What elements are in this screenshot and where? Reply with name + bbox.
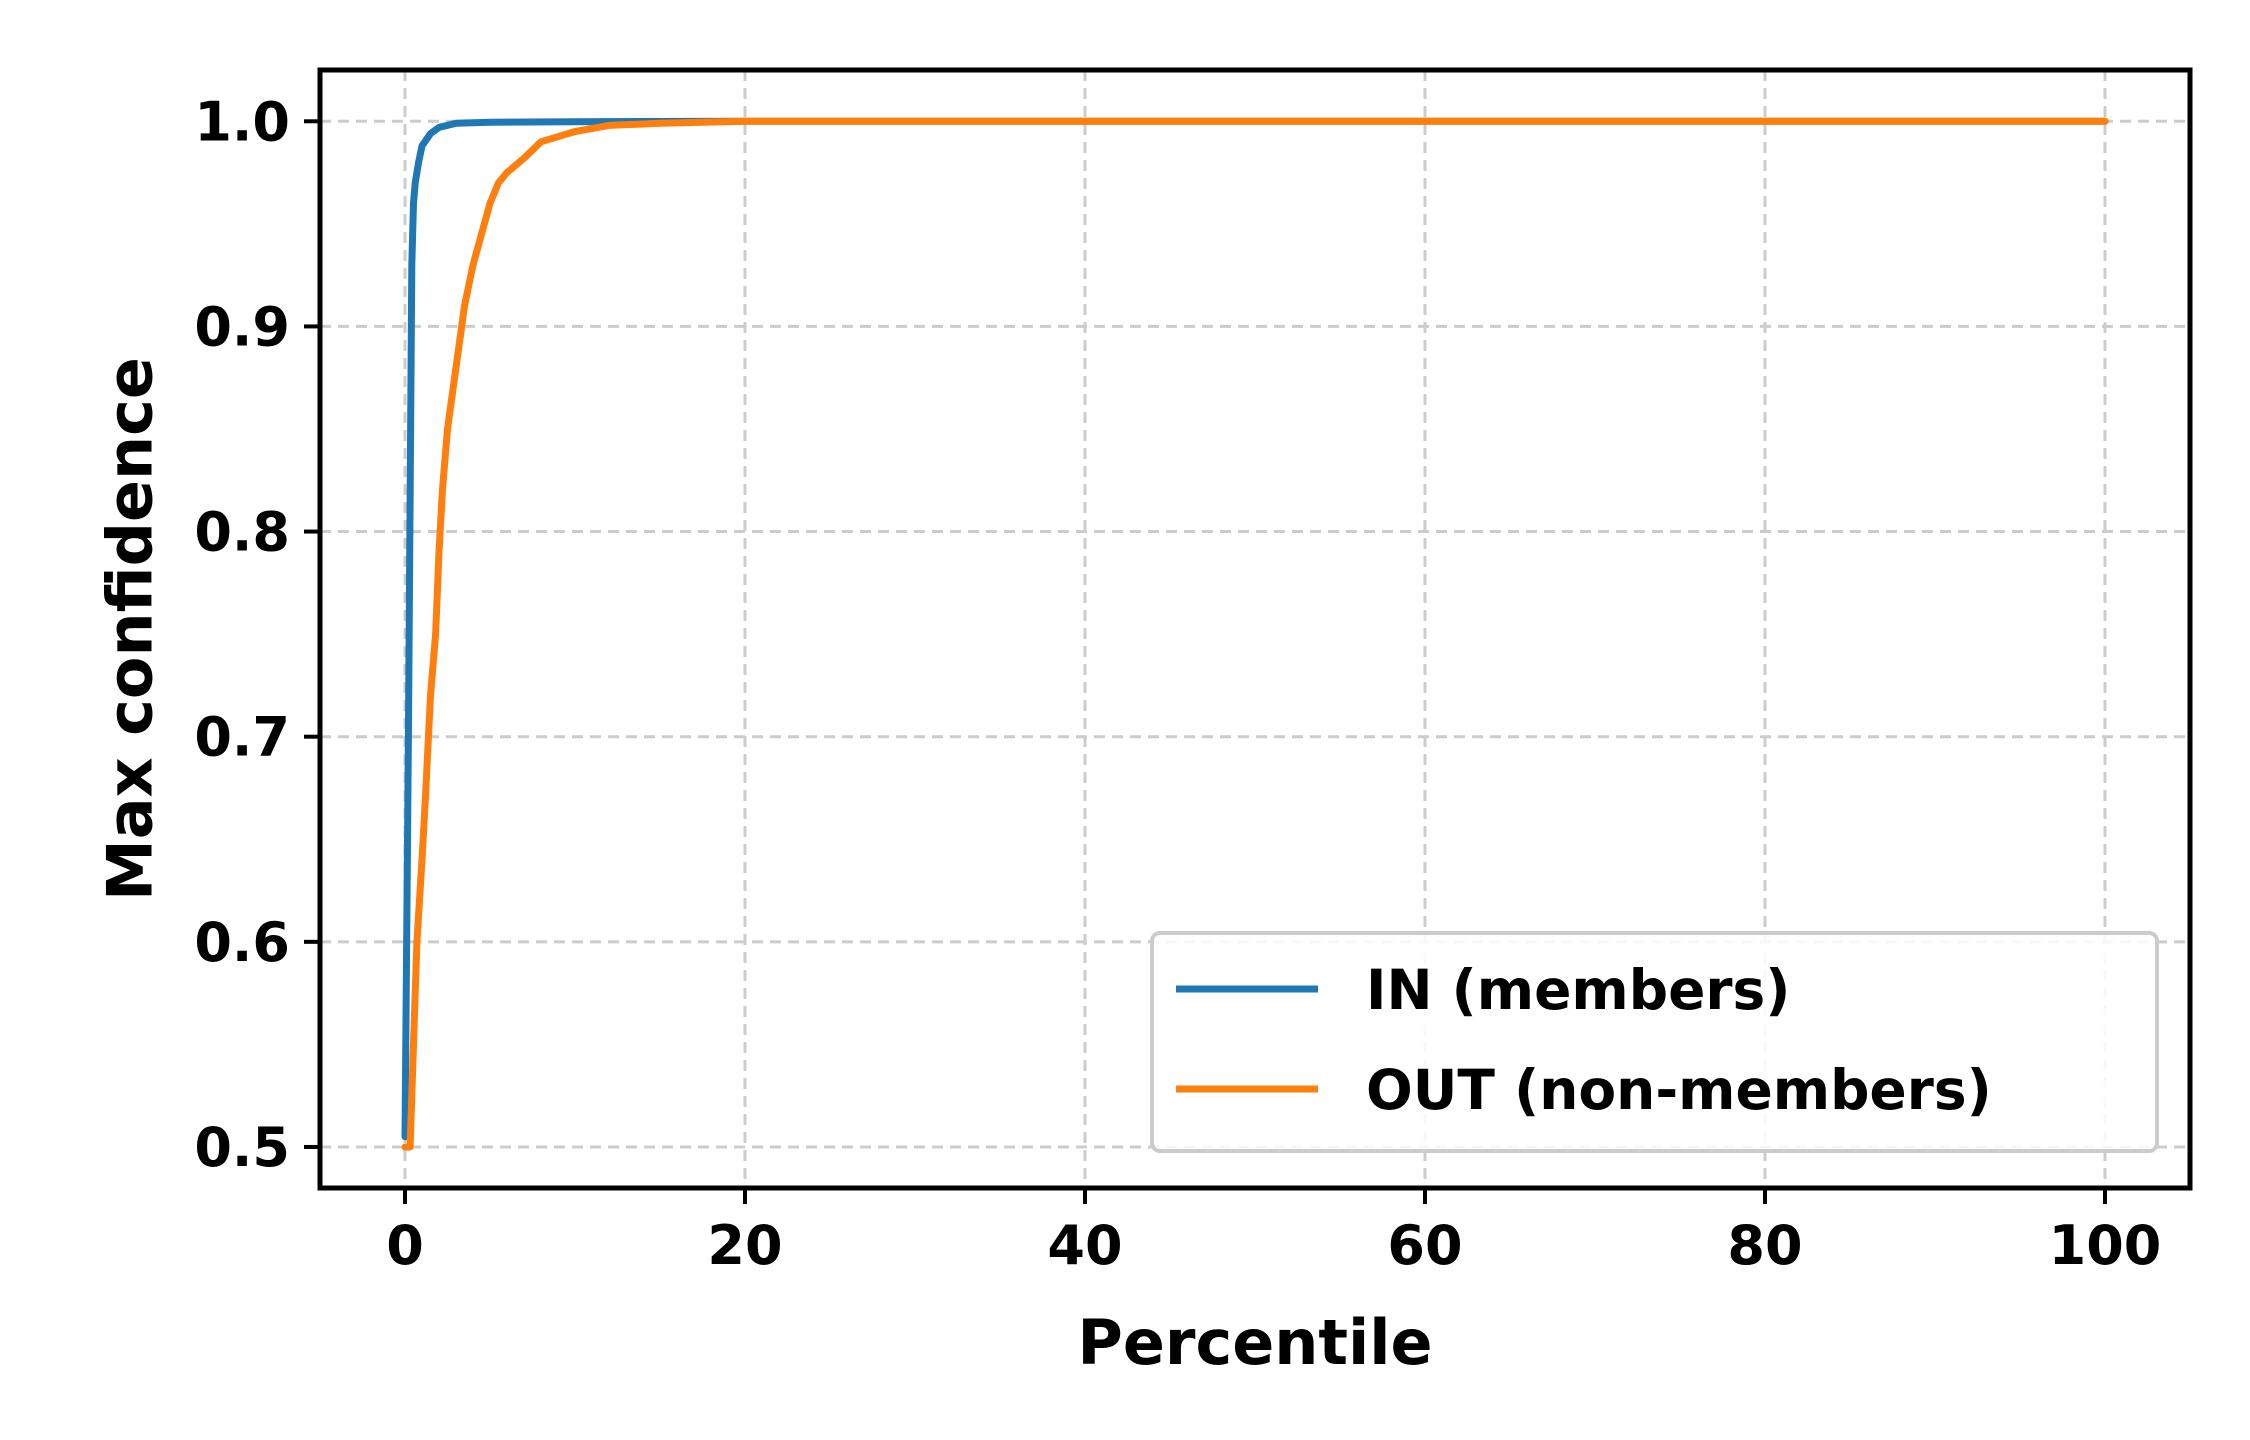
x-tick-label: 0 bbox=[386, 1214, 424, 1277]
plot-frame bbox=[317, 67, 2193, 1191]
x-tick-label: 100 bbox=[2049, 1214, 2162, 1277]
legend-label: IN (members) bbox=[1366, 958, 1790, 1022]
legend-box bbox=[1150, 931, 2159, 1153]
y-axis-label: Max confidence bbox=[94, 357, 167, 901]
y-tick-label: 0.6 bbox=[194, 911, 290, 974]
x-tick-label: 80 bbox=[1727, 1214, 1802, 1277]
x-tick-label: 40 bbox=[1047, 1214, 1122, 1277]
x-tick-label: 60 bbox=[1387, 1214, 1462, 1277]
y-tick-label: 0.5 bbox=[194, 1116, 290, 1179]
y-tick-label: 0.7 bbox=[194, 706, 290, 769]
y-tick-label: 1.0 bbox=[194, 90, 290, 153]
y-tick-label: 0.9 bbox=[194, 295, 290, 358]
x-axis-label: Percentile bbox=[1077, 1306, 1432, 1379]
series-lines bbox=[401, 117, 2109, 1151]
series-line-out-non-members bbox=[401, 117, 2109, 1151]
x-tick-label: 20 bbox=[707, 1214, 782, 1277]
y-tick-label: 0.8 bbox=[194, 501, 290, 564]
legend: IN (members) OUT (non-members) bbox=[1150, 931, 2159, 1153]
legend-label: OUT (non-members) bbox=[1366, 1058, 1992, 1122]
axis-ticks: 0 20 40 60 80 100 0.5 0.6 0.7 0.8 0.9 1.0 bbox=[194, 90, 2161, 1277]
